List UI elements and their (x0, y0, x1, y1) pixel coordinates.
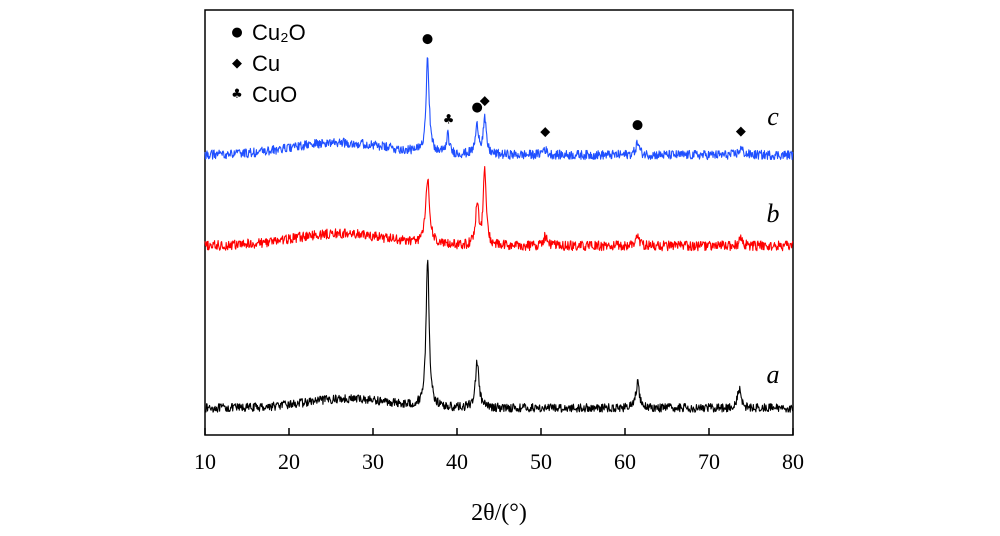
x-tick-label: 80 (782, 449, 804, 474)
diamond-icon: ◆ (232, 56, 242, 71)
peak-markers: ●♣●◆◆ ● ◆ (422, 31, 746, 139)
legend-label: CuO (252, 82, 297, 107)
peak-marker-diamond: ◆ (540, 124, 550, 139)
x-tick-label: 40 (446, 449, 468, 474)
peak-marker-club: ♣ (443, 113, 455, 128)
x-tick-label: 50 (530, 449, 552, 474)
legend: ● Cu₂O ◆ Cu ♣ CuO (231, 20, 306, 107)
series-label-a: a (767, 360, 780, 389)
x-tick-label: 30 (362, 449, 384, 474)
series-line-b (204, 165, 794, 252)
peak-marker-circle: ● (471, 100, 482, 115)
peak-marker-diamond: ◆ (736, 124, 746, 139)
legend-label: Cu (252, 51, 280, 76)
circle-icon: ● (231, 25, 242, 40)
legend-entry-diamond: ◆ Cu (232, 51, 280, 76)
x-tick-label: 70 (698, 449, 720, 474)
x-axis-title: 2θ/(°) (471, 500, 527, 526)
series-labels: a b c (767, 102, 780, 389)
series-layer (204, 57, 794, 413)
peak-marker-circle: ● (422, 31, 433, 46)
peak-marker-diamond: ◆ (480, 94, 490, 109)
series-line-c (204, 57, 794, 161)
series-line-a (204, 259, 794, 413)
x-tick-label: 20 (278, 449, 300, 474)
club-icon: ♣ (231, 87, 243, 102)
legend-entry-circle: ● Cu₂O (231, 20, 305, 45)
x-tick-label: 10 (194, 449, 216, 474)
peak-marker-circle: ● (632, 118, 643, 133)
x-tick-label: 60 (614, 449, 636, 474)
series-label-b: b (767, 199, 780, 228)
legend-label: Cu₂O (252, 20, 306, 45)
series-label-c: c (767, 102, 779, 131)
x-axis-ticks: 10 20 30 40 50 60 70 80 (194, 428, 804, 474)
legend-entry-club: ♣ CuO (231, 82, 297, 107)
plot-frame (204, 9, 794, 436)
